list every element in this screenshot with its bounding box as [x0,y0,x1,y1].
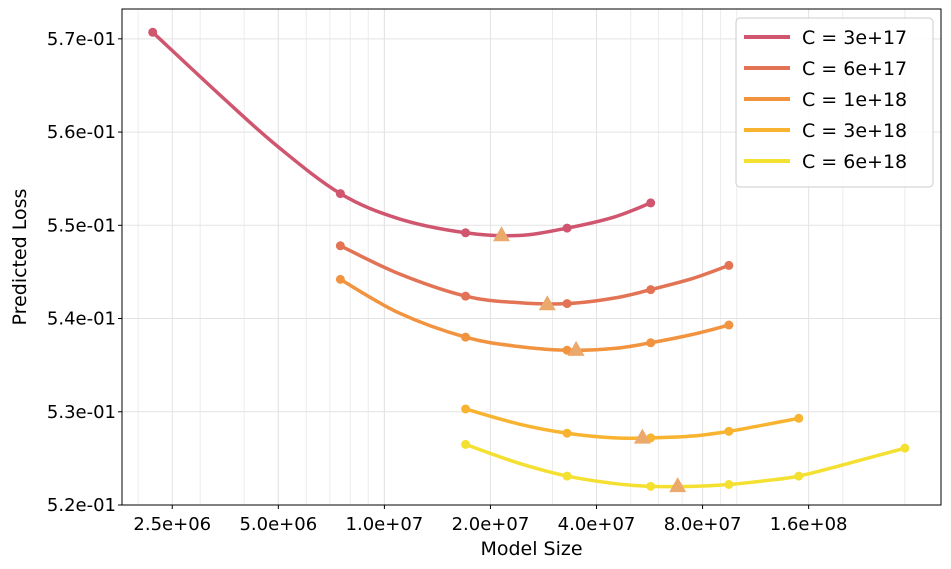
y-tick-label: 5.7e-01 [47,29,116,50]
series-line-4 [463,407,801,441]
grid-lines [122,9,941,506]
x-axis-ticks: 2.5e+06 5.0e+06 1.0e+07 2.0e+07 4.0e+07 8.0e+… [133,505,847,535]
data-point [461,404,471,414]
x-tick-label: 1.0e+07 [346,514,424,535]
y-tick-label: 5.4e-01 [47,309,116,330]
legend-entry-label: C = 6e+17 [802,58,907,80]
x-axis-label: Model Size [480,538,582,560]
y-tick-label: 5.2e-01 [47,495,116,516]
data-point [724,426,734,436]
data-point [724,260,734,270]
data-point [646,338,656,348]
legend-box [735,17,934,188]
data-point [461,332,471,342]
data-point [646,481,656,491]
data-point [900,443,910,453]
data-point [724,479,734,489]
x-tick-label: 4.0e+07 [558,514,636,535]
legend-entry-label: C = 1e+18 [802,89,907,111]
data-point [562,428,572,438]
x-tick-label: 1.6e+08 [770,514,848,535]
optimum-marker [567,340,585,356]
data-point [461,228,471,238]
legend-entry-label: C = 3e+18 [802,120,907,142]
data-point [646,285,656,295]
data-point [794,471,804,481]
data-point [562,299,572,309]
data-point [724,320,734,330]
data-point [562,471,572,481]
y-tick-label: 5.5e-01 [47,215,116,236]
x-tick-label: 2.0e+07 [452,514,530,535]
data-point [562,345,572,355]
data-points [148,27,910,491]
legend-entry-label: C = 6e+18 [802,151,907,173]
series-line-2 [338,244,731,306]
optimum-markers [493,226,687,493]
plot-frame [121,8,942,506]
data-point [335,241,345,251]
y-axis-label: Predicted Loss [9,189,31,326]
data-point [461,291,471,301]
data-point [562,223,572,233]
series-line-3 [338,277,731,353]
optimum-marker [633,428,651,444]
y-axis-ticks: 5.2e-01 5.3e-01 5.4e-01 5.5e-01 5.6e-01 5.7e-… [47,29,122,516]
series-line-1 [150,30,653,238]
data-point [461,439,471,449]
y-tick-label: 5.6e-01 [47,122,116,143]
x-tick-label: 2.5e+06 [133,514,211,535]
data-point [335,189,345,199]
data-point [646,198,656,208]
series-line-5 [463,442,907,489]
x-tick-label: 8.0e+07 [664,514,742,535]
data-point [335,274,345,284]
optimum-marker [669,477,687,493]
optimum-marker [538,295,556,311]
x-tick-label: 5.0e+06 [239,514,317,535]
legend: C = 3e+17 C = 6e+17 C = 1e+18 C = 3e+18 C = … [735,17,934,188]
optimum-marker [493,226,510,242]
data-point [794,413,804,423]
y-tick-label: 5.3e-01 [47,402,116,423]
data-point [148,27,158,37]
legend-entry-label: C = 3e+17 [802,27,907,49]
